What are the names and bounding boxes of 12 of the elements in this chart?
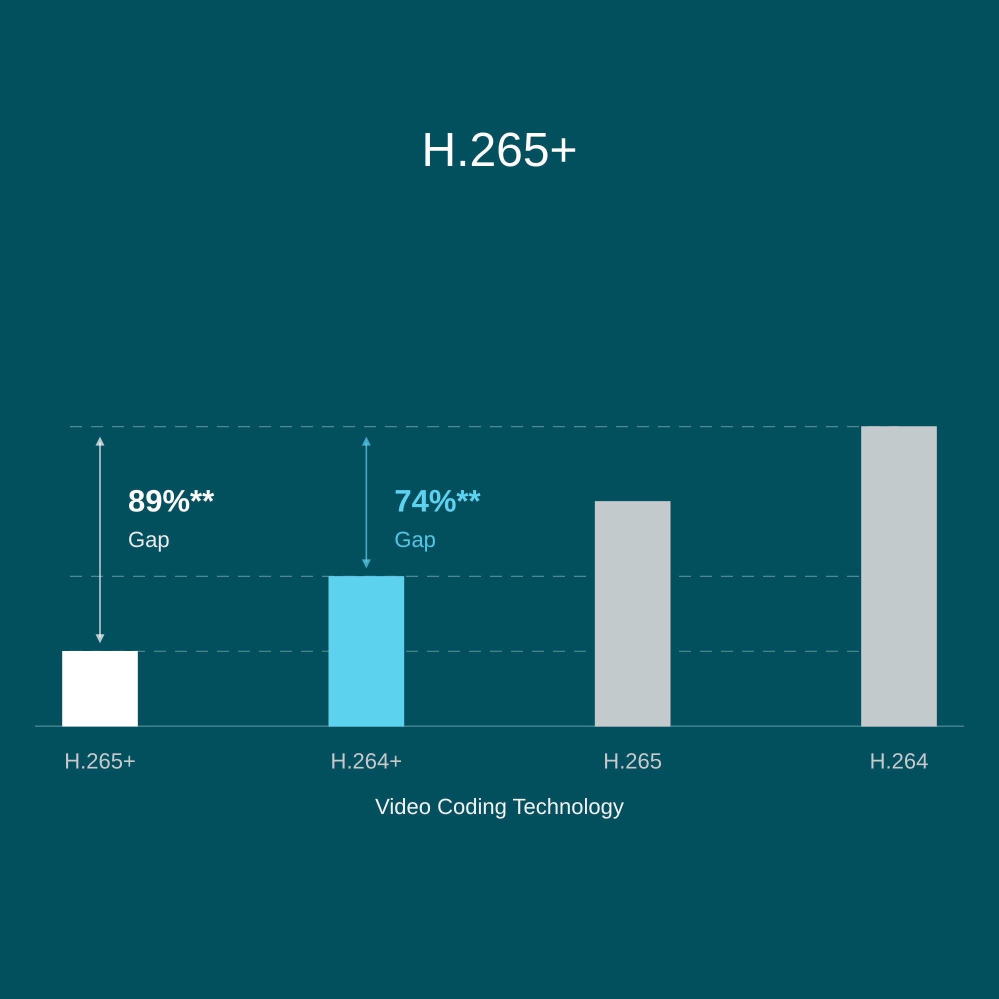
x-tick-label: H.265+ — [64, 748, 136, 774]
x-axis-title: Video Coding Technology — [375, 794, 624, 819]
bar — [328, 576, 404, 727]
chart-title: H.265+ — [421, 124, 578, 178]
annotation: 89%** Gap — [128, 484, 216, 552]
x-tick-label: H.264+ — [330, 748, 402, 774]
x-tick-label: H.264 — [870, 748, 928, 774]
x-tick-label: H.265 — [603, 748, 662, 774]
bar — [594, 501, 670, 727]
bar — [861, 426, 937, 727]
bar — [62, 650, 138, 727]
annotation: 74%** Gap — [394, 484, 482, 552]
